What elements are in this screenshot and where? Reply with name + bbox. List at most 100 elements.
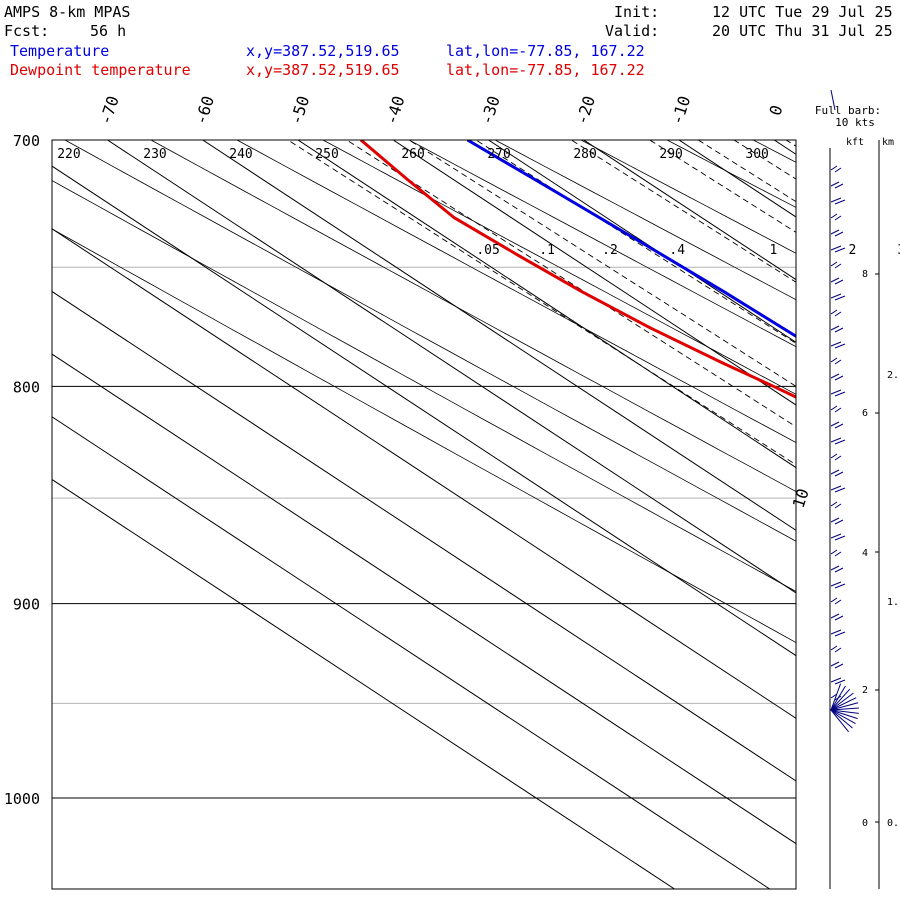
plot-frame <box>51 139 797 890</box>
wind-barb <box>834 471 844 477</box>
dry-adiabat <box>714 32 900 900</box>
wind-barb <box>830 533 842 539</box>
profile-group <box>359 140 796 399</box>
isentrope-label: 290 <box>659 147 682 162</box>
dry-adiabat <box>884 32 900 900</box>
wind-barb <box>834 615 844 621</box>
isentrope-label: 300 <box>745 147 768 162</box>
wind-barb <box>834 599 842 605</box>
pressure-tick-label: 800 <box>13 378 40 396</box>
wind-barb <box>830 613 840 619</box>
km-axis-label: km <box>882 137 894 148</box>
dewpoint-location-latlon: lat,lon=-77.85, 167.22 <box>446 61 645 79</box>
dewpoint-legend-label: Dewpoint temperature <box>10 61 191 79</box>
wind-barb <box>830 405 838 411</box>
wind-barb <box>830 437 842 443</box>
isentrope-label: 240 <box>229 147 252 162</box>
wind-barb <box>834 455 842 461</box>
wind-barb <box>834 247 846 253</box>
wind-barb <box>830 697 857 711</box>
wind-barb <box>830 357 838 363</box>
wind-barb <box>830 709 858 720</box>
wind-barb <box>830 685 846 711</box>
isentrope-label: 270 <box>487 147 510 162</box>
kft-tick: 8 <box>862 269 868 280</box>
wind-barb <box>834 327 844 333</box>
mixing-ratio-line <box>648 140 796 233</box>
barb-legend-line1: Full barb: <box>815 104 881 117</box>
wind-barb <box>834 583 846 589</box>
wind-barb <box>834 359 842 365</box>
wind-barb <box>834 199 846 205</box>
isotherm-label: -10 <box>667 94 694 127</box>
init-time: 12 UTC Tue 29 Jul 25 <box>712 3 893 21</box>
init-label: Init: <box>614 3 660 21</box>
kft-tick: 0 <box>862 818 868 829</box>
wind-barb <box>834 343 846 349</box>
isotherm <box>870 140 900 889</box>
wind-barb <box>830 709 856 725</box>
mixing-ratio-line <box>408 140 796 387</box>
dewpoint-profile-line <box>359 140 796 399</box>
wind-barb <box>834 375 844 381</box>
wind-barb <box>834 215 842 221</box>
wind-barb <box>834 423 844 429</box>
wind-barb <box>834 679 846 685</box>
wind-barb <box>830 501 838 507</box>
dewpoint-location-xy: x,y=387.52,519.65 <box>246 61 400 79</box>
dry-adiabat <box>236 140 796 444</box>
wind-barb <box>830 581 842 587</box>
isotherm <box>52 478 675 889</box>
isotherm <box>392 140 796 406</box>
wind-barb <box>830 229 840 235</box>
wind-profile-panel: Full barb: 10 kts kft km 8 6 4 2 0 2. 1.… <box>815 89 899 889</box>
wind-barb <box>834 519 844 525</box>
wind-barb <box>830 645 838 651</box>
kft-tick: 4 <box>862 548 868 559</box>
wind-barb <box>830 469 840 475</box>
wind-barb <box>834 631 846 637</box>
km-tick: 0. <box>887 818 899 829</box>
dry-adiabat <box>150 140 796 492</box>
isotherm <box>773 140 796 155</box>
wind-barb <box>834 167 842 173</box>
kft-tick: 6 <box>862 408 868 419</box>
dry-adiabat <box>64 140 796 542</box>
wind-barb <box>830 421 840 427</box>
wind-barb <box>830 677 842 683</box>
mixing-ratio-label: .4 <box>669 243 685 258</box>
mixing-ratio-group <box>287 140 796 466</box>
wind-barb <box>834 647 842 653</box>
dry-adiabat <box>52 180 796 592</box>
minor-isobar-group <box>52 266 796 704</box>
wind-barb <box>830 341 842 347</box>
isotherm <box>52 416 771 889</box>
wind-barb <box>830 293 842 299</box>
wind-barb <box>830 181 840 187</box>
mixing-ratio-line <box>570 140 796 283</box>
wind-barb <box>830 309 838 315</box>
isotherm <box>52 165 796 657</box>
forecast-hours: 56 h <box>90 22 127 40</box>
mixing-ratio-label: 3 <box>897 243 900 258</box>
dry-adiabat <box>494 140 796 301</box>
mixing-ratio-label: .1 <box>539 243 555 258</box>
wind-barb <box>834 231 844 237</box>
mixing-ratio-label: .05 <box>476 243 499 258</box>
isotherm-label: -50 <box>286 94 313 127</box>
isotherm-label: -30 <box>477 94 504 127</box>
wind-barb <box>830 277 840 283</box>
wind-barb <box>830 707 859 711</box>
isotherm-label: -20 <box>572 94 599 127</box>
wind-barb <box>830 549 838 555</box>
isotherm <box>107 140 796 594</box>
isentrope-label: 230 <box>143 147 166 162</box>
wind-barb <box>830 389 842 395</box>
wind-barb <box>834 567 844 573</box>
wind-barb <box>830 629 842 635</box>
wind-barb <box>830 709 853 729</box>
mixing-ratio-line <box>475 140 796 344</box>
wind-barb <box>830 693 838 699</box>
kft-tick: 2 <box>862 685 868 696</box>
